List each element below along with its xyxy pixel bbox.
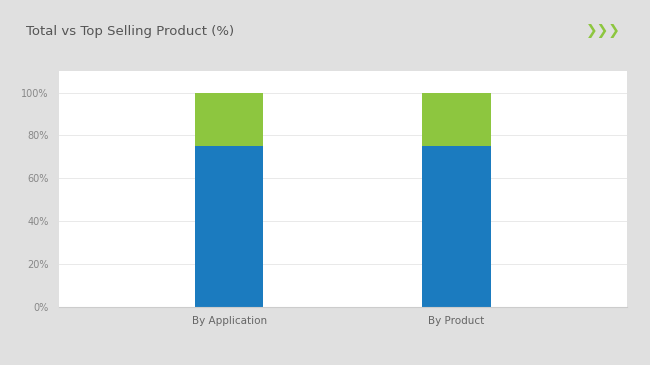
Bar bbox=[195, 146, 263, 307]
Bar bbox=[422, 93, 491, 146]
Bar bbox=[195, 93, 263, 146]
Bar bbox=[422, 146, 491, 307]
Text: ❯❯❯: ❯❯❯ bbox=[586, 24, 621, 38]
Text: Total vs Top Selling Product (%): Total vs Top Selling Product (%) bbox=[26, 24, 234, 38]
